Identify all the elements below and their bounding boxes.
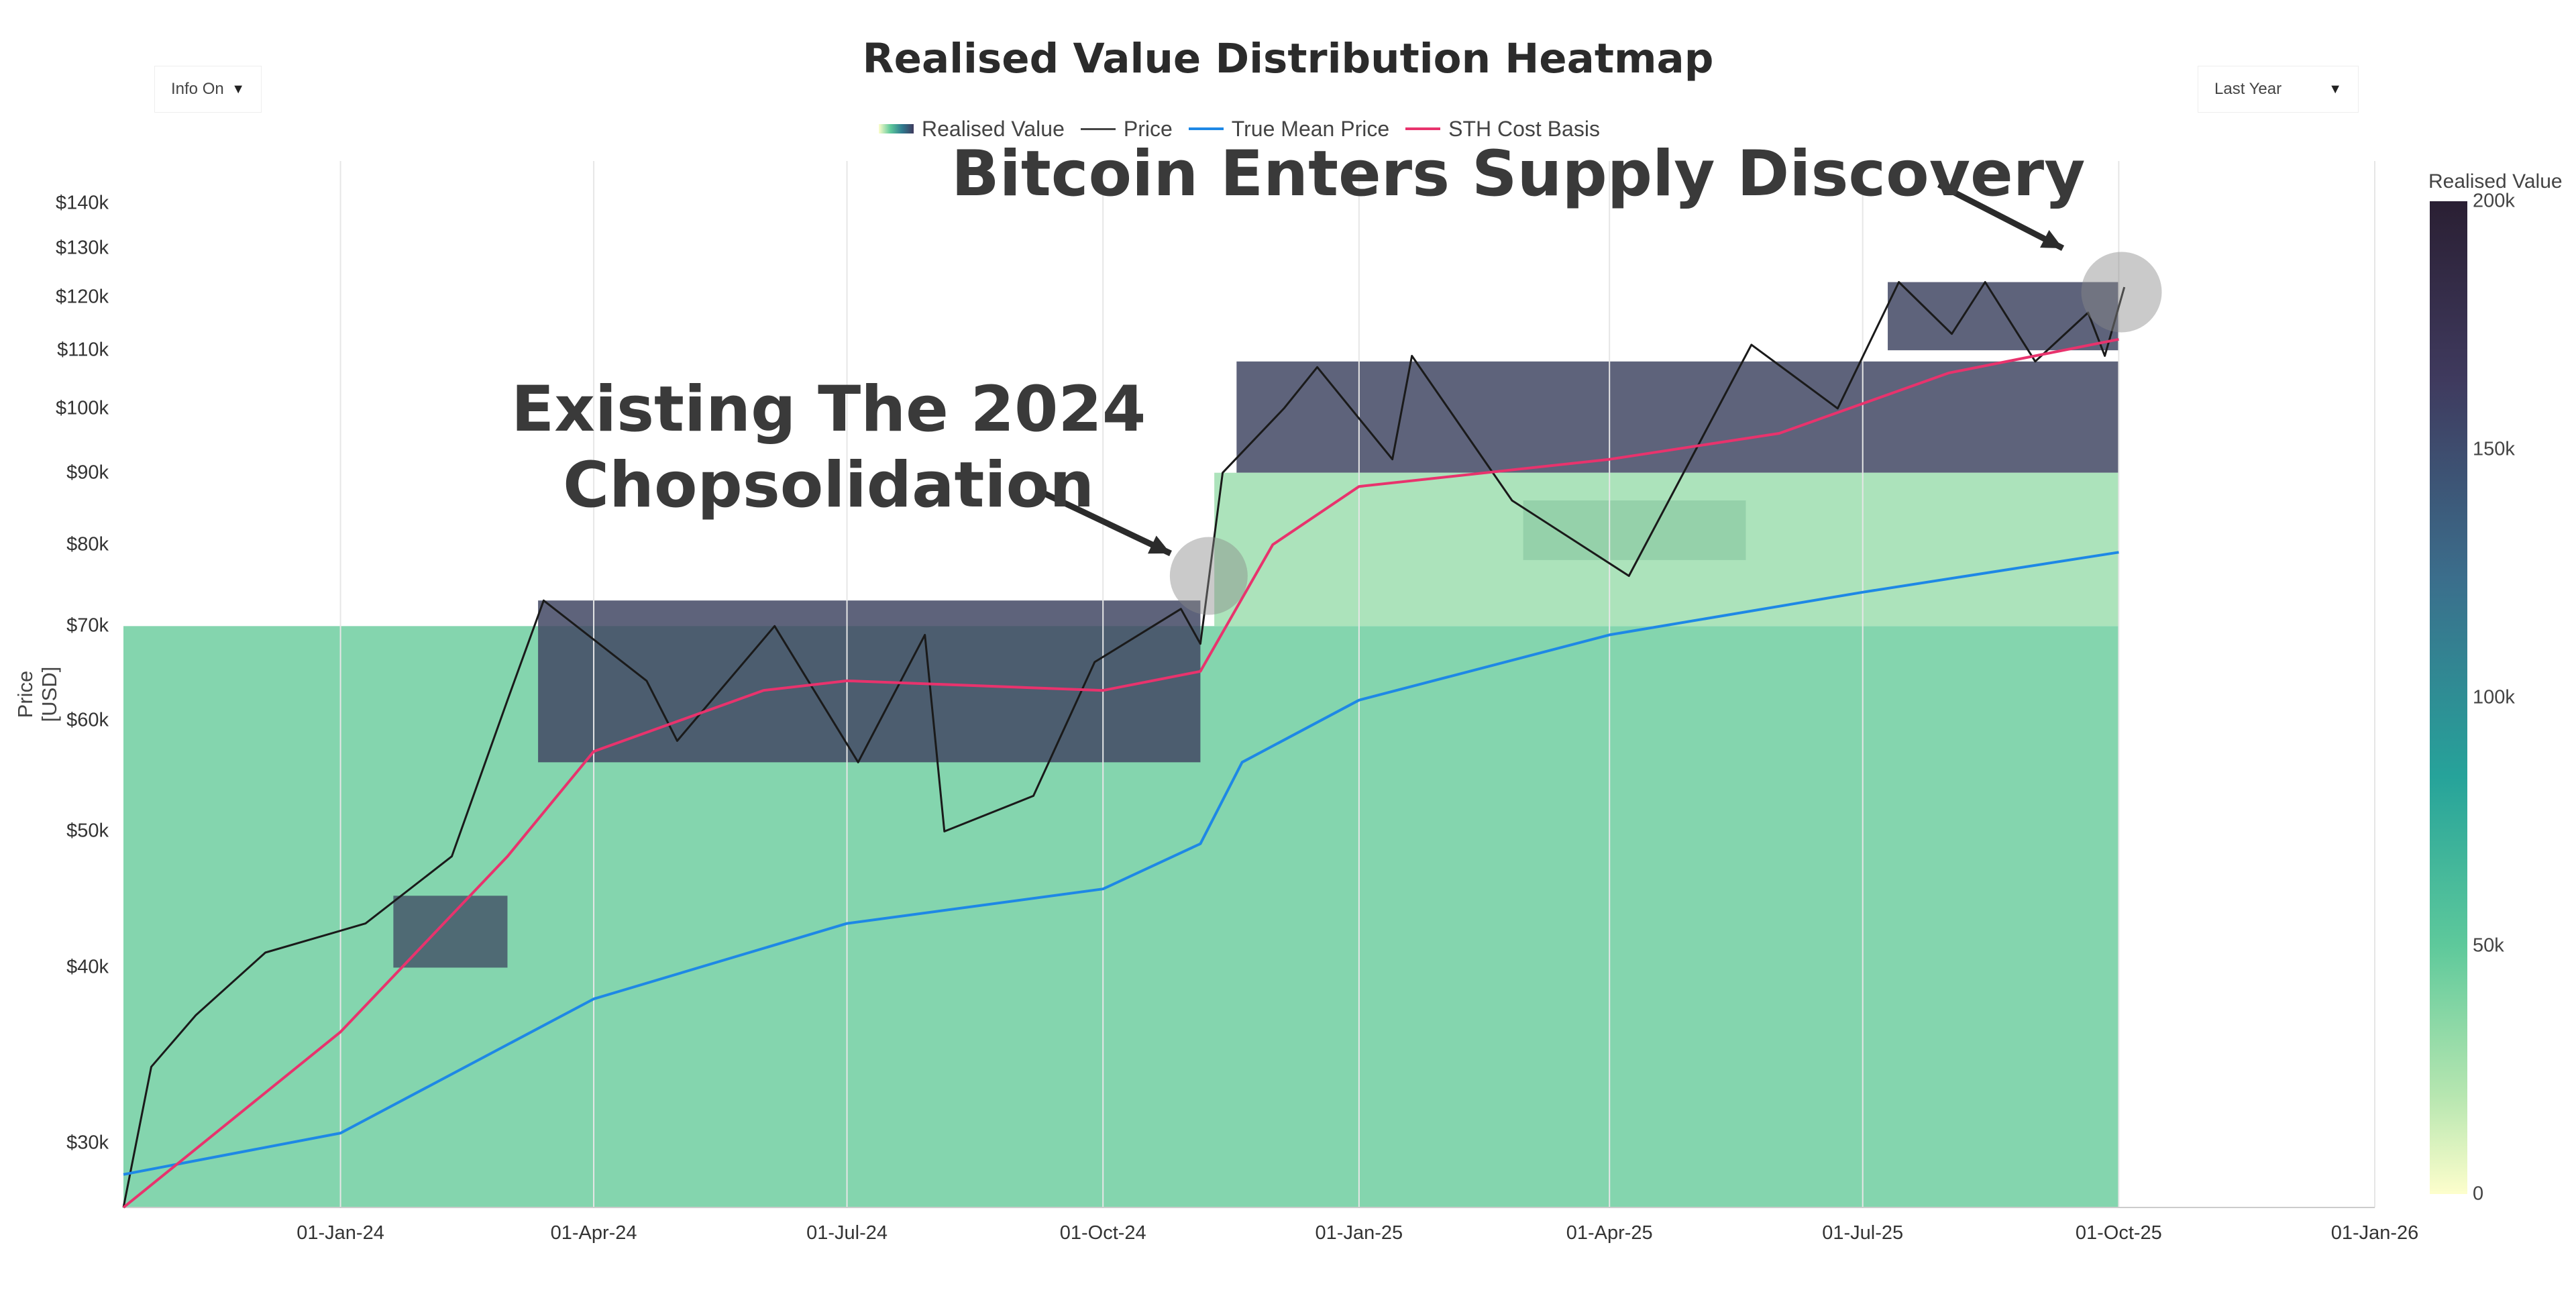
- x-tick-label: 01-Apr-25: [1566, 1222, 1653, 1244]
- legend-label: STH Cost Basis: [1448, 116, 1600, 141]
- arrow-chopsolidation-head: [1148, 535, 1171, 554]
- colorbar-tick-label: 100k: [2473, 686, 2515, 708]
- x-tick-label: 01-Jan-25: [1315, 1222, 1403, 1244]
- y-tick-label: $40k: [66, 956, 109, 978]
- arrow-supply-discovery-head: [2040, 229, 2063, 248]
- x-tick-label: 01-Oct-24: [1059, 1222, 1146, 1244]
- info-toggle-dropdown[interactable]: Info On ▼: [154, 66, 262, 113]
- series-line-true-mean-price: [123, 551, 2119, 1176]
- y-tick-label: $90k: [66, 462, 109, 484]
- y-tick-label: $110k: [57, 339, 109, 361]
- legend-item-true-mean-price[interactable]: True Mean Price: [1188, 116, 1390, 142]
- colorbar-tick-label: 150k: [2473, 438, 2515, 460]
- gradient-swatch-icon: [879, 124, 914, 133]
- line-swatch-icon: [1080, 127, 1116, 130]
- arrow-chopsolidation: [1035, 486, 1172, 557]
- line-swatch-icon: [1405, 127, 1441, 130]
- legend-item-sth-cost-basis[interactable]: STH Cost Basis: [1405, 117, 1600, 142]
- highlight-circle: [1169, 537, 1248, 615]
- x-tick-label: 01-Jul-24: [806, 1222, 888, 1244]
- colorbar-tick-label: 0: [2473, 1183, 2484, 1205]
- heatmap-band: [1888, 282, 2119, 351]
- x-tick-label: 01-Jan-24: [297, 1222, 384, 1244]
- range-select-label: Last Year: [2214, 80, 2282, 98]
- legend-label: True Mean Price: [1231, 116, 1390, 141]
- annotation-line: Existing The 2024: [511, 373, 1146, 446]
- highlight-circle: [2081, 252, 2162, 333]
- legend-label: Price: [1123, 116, 1173, 141]
- legend-item-price[interactable]: Price: [1080, 116, 1173, 142]
- series-line-sth-cost-basis: [122, 337, 2119, 1209]
- x-tick-label: 01-Jan-26: [2330, 1222, 2419, 1244]
- x-tick-label: 01-Apr-24: [550, 1222, 637, 1244]
- y-tick-label: $80k: [66, 533, 109, 555]
- caret-down-icon: ▼: [2328, 81, 2342, 97]
- caret-down-icon: ▼: [231, 81, 245, 97]
- annotation-line: Chopsolidation: [563, 448, 1095, 522]
- y-tick-label: $60k: [66, 709, 109, 731]
- y-tick-label: $140k: [55, 192, 109, 214]
- colorbar: [2430, 201, 2467, 1194]
- y-tick-label: $100k: [55, 397, 109, 419]
- range-select-dropdown[interactable]: Last Year ▼: [2198, 66, 2359, 113]
- heatmap-band: [1214, 472, 2119, 627]
- colorbar-tick-label: 200k: [2473, 190, 2515, 212]
- y-tick-label: $70k: [66, 614, 109, 637]
- colorbar-tick-label: 50k: [2473, 934, 2504, 957]
- annotation-chopsolidation: Existing The 2024 Chopsolidation: [511, 372, 1146, 524]
- chart-legend: Realised Value Price True Mean Price STH…: [879, 114, 1616, 144]
- y-tick-label: $50k: [66, 820, 109, 842]
- info-toggle-label: Info On: [171, 80, 224, 98]
- x-tick-label: 01-Oct-25: [2075, 1222, 2162, 1244]
- y-tick-label: $130k: [55, 237, 109, 259]
- arrow-supply-discovery: [1937, 181, 2065, 252]
- legend-item-realised-value[interactable]: Realised Value: [879, 117, 1065, 142]
- y-tick-label: $120k: [55, 286, 109, 308]
- x-tick-label: 01-Jul-25: [1822, 1222, 1904, 1244]
- annotation-supply-discovery: Bitcoin Enters Supply Discovery: [951, 138, 2086, 211]
- legend-label: Realised Value: [922, 116, 1065, 141]
- series-line-price: [122, 281, 2126, 1208]
- line-swatch-icon: [1188, 127, 1224, 130]
- heatmap-band: [1236, 361, 2119, 473]
- y-tick-label: $30k: [66, 1132, 109, 1154]
- colorbar-title: Realised Value: [2428, 170, 2563, 193]
- chart-title: Realised Value Distribution Heatmap: [862, 35, 1714, 83]
